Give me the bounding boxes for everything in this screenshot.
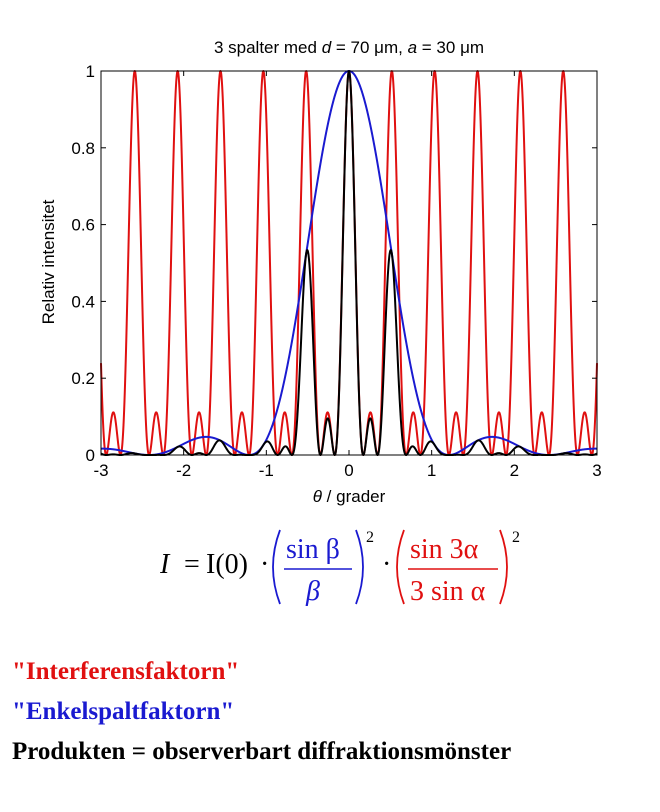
single-slit-factor-term: sin β β 2 [272, 529, 374, 607]
formula-intensity: I [160, 549, 171, 580]
y-axis-label: Relativ intensitet [39, 199, 58, 324]
legend-interference-factor: "Interferensfaktorn" [12, 658, 240, 685]
y-axis-ticks: 0 0.2 0.4 0.6 0.8 1 [71, 62, 597, 465]
diffraction-pattern-curve [100, 70, 598, 456]
x-axis-ticks: -3 -2 -1 0 1 2 3 [93, 71, 602, 480]
x-tick-label: 0 [344, 461, 353, 480]
x-tick-label: 3 [592, 461, 601, 480]
x-tick-label: 2 [510, 461, 519, 480]
formula-exponent-2: 2 [512, 529, 520, 546]
formula-beta: β [305, 576, 320, 607]
x-tick-label: -3 [93, 461, 108, 480]
diffraction-chart: 3 spalter med d = 70 μm, a = 30 μm -3 -2-… [39, 38, 602, 506]
interference-factor-term: sin 3α 3 sin α 2 [396, 529, 520, 607]
formula-dot-1: · [260, 549, 269, 580]
y-tick-label: 0.2 [71, 369, 95, 388]
y-tick-label: 1 [86, 62, 95, 81]
x-axis-label: θ / grader [313, 487, 386, 506]
legend-product: Produkten = observerbart diffraktionsmön… [12, 738, 512, 765]
y-tick-label: 0.8 [71, 139, 95, 158]
single-slit-factor-curve [100, 70, 598, 456]
formula-sin-3alpha: sin 3α [410, 534, 479, 565]
y-tick-label: 0 [86, 446, 95, 465]
interference-factor-curve [100, 70, 598, 456]
formula-I0: I(0) [206, 549, 248, 580]
formula-exponent-1: 2 [366, 529, 374, 546]
plot-area [100, 70, 598, 456]
chart-title: 3 spalter med d = 70 μm, a = 30 μm [214, 38, 484, 57]
intensity-formula: I = I(0) · sin β β 2 · sin 3α 3 sin α 2 [160, 529, 520, 607]
legend-single-slit-factor: "Enkelspaltfaktorn" [12, 698, 235, 725]
y-tick-label: 0.6 [71, 216, 95, 235]
single-slit-factor-line [100, 70, 598, 456]
formula-dot-2: · [382, 549, 391, 580]
x-tick-label: -2 [176, 461, 191, 480]
y-tick-label: 0.4 [71, 292, 95, 311]
x-tick-label: -1 [259, 461, 274, 480]
factor-legend: "Interferensfaktorn" "Enkelspaltfaktorn"… [12, 652, 511, 772]
x-tick-label: 1 [427, 461, 436, 480]
formula-sin-beta: sin β [286, 534, 340, 565]
formula-equals: = [184, 549, 200, 580]
formula-3-sin-alpha: 3 sin α [410, 576, 486, 607]
interference-factor-line [100, 70, 598, 456]
plot-frame [100, 70, 598, 456]
diffraction-pattern-line [100, 70, 598, 456]
